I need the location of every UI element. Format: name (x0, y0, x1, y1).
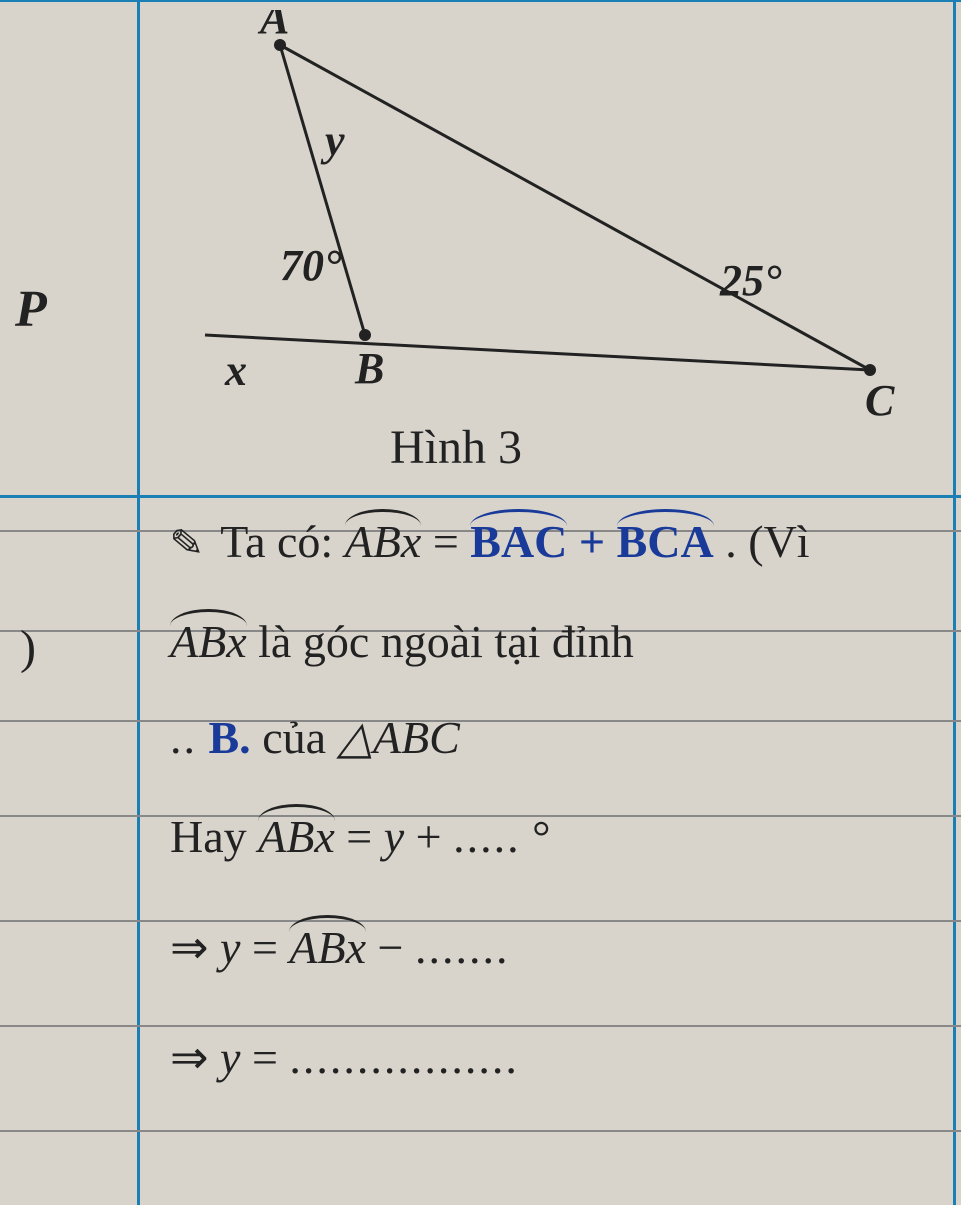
l5-minus: − (378, 922, 415, 973)
l1-suffix: . (Vì (725, 516, 809, 567)
notebook-page: P ) A B Cx y 70° 25° Hình 3 ✎ Ta có: ABx = BA… (0, 0, 961, 1205)
l4-plus: + (416, 811, 453, 862)
l6-dots: ................. (289, 1032, 519, 1083)
l5-eq: = (252, 922, 289, 973)
l3-tri: △ABC (338, 712, 460, 763)
l5-abx-hat: ABx (289, 921, 366, 974)
l5-y: y (220, 922, 240, 973)
l3-hand: B. (209, 712, 251, 763)
line-3: .. B. của △ABC (170, 710, 460, 764)
l4-deg: ° (532, 811, 550, 862)
l5-dots: ....... (415, 922, 510, 973)
l1-eq: = (433, 516, 470, 567)
l2-rest: là góc ngoài tại đỉnh (258, 616, 634, 667)
l4-abx-hat: ABx (258, 810, 335, 863)
l6-y: y (220, 1032, 240, 1083)
pencil-icon: ✎ (168, 519, 205, 569)
svg-text:A: A (257, 10, 289, 43)
figure-caption: Hình 3 (390, 420, 522, 475)
line-5: ⇒ y = ABx − ....... (170, 920, 510, 974)
l4-y: y (384, 811, 404, 862)
l2-abx-hat: ABx (170, 615, 247, 668)
l6-arrow: ⇒ (170, 1032, 220, 1083)
rule-gray (0, 720, 961, 722)
rule-gray (0, 1130, 961, 1132)
l3-dots-pre: .. (170, 712, 197, 763)
svg-text:B: B (354, 344, 384, 393)
l4-dots: ..... (453, 811, 521, 862)
l3-rest: của (262, 712, 337, 763)
l4-hay: Hay (170, 811, 258, 862)
label-paren: ) (20, 620, 36, 675)
rule-blue (0, 495, 961, 498)
triangle-figure: A B Cx y 70° 25° (160, 10, 940, 430)
line-2: ABx là góc ngoài tại đỉnh (170, 615, 634, 668)
l1-hand2: BCA (617, 515, 714, 568)
line-1: ✎ Ta có: ABx = BAC + BCA . (Vì (170, 515, 810, 568)
line-4: Hay ABx = y + ..... ° (170, 810, 551, 863)
svg-text:25°: 25° (719, 256, 782, 305)
l1-hand1: BAC (470, 515, 567, 568)
l1-abx-hat: ABx (345, 515, 422, 568)
svg-text:C: C (865, 376, 895, 425)
l4-eq: = (346, 811, 383, 862)
svg-text:x: x (224, 346, 247, 395)
svg-text:y: y (320, 116, 345, 165)
svg-text:70°: 70° (280, 241, 342, 290)
l5-arrow: ⇒ (170, 922, 220, 973)
l1-plus: + (579, 516, 617, 567)
rule-gray (0, 1025, 961, 1027)
line-6: ⇒ y = ................. (170, 1030, 519, 1084)
label-p: P (15, 280, 47, 339)
l6-eq: = (252, 1032, 289, 1083)
l1-prefix: Ta có: (220, 516, 333, 567)
top-border (0, 0, 961, 2)
